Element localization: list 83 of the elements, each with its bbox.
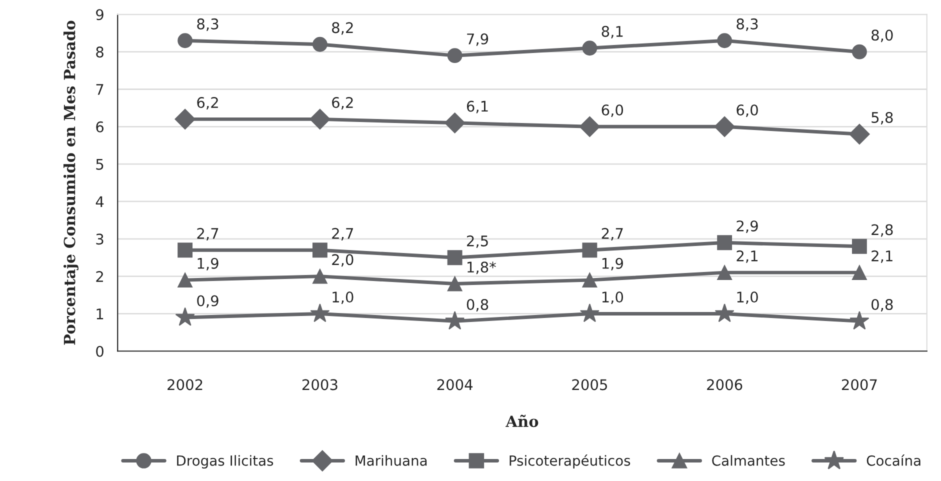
y-tick-label: 5 <box>96 158 104 170</box>
point <box>852 238 867 254</box>
data-label: 6,2 <box>332 96 353 110</box>
x-tick-label: 2004 <box>437 379 473 390</box>
data-label: 2,9 <box>736 220 758 233</box>
point <box>312 36 328 52</box>
point <box>174 108 196 130</box>
data-label: 1,0 <box>602 292 624 304</box>
x-axis-title: Año <box>506 414 538 428</box>
x-tick-label: 2002 <box>168 379 202 390</box>
point <box>582 242 598 258</box>
point <box>444 112 466 134</box>
data-label: 2,7 <box>197 228 218 240</box>
point <box>175 307 195 326</box>
data-label: 2,7 <box>332 228 353 240</box>
data-label: 8,3 <box>197 18 218 31</box>
point <box>850 310 870 330</box>
data-label: 2,1 <box>736 250 758 263</box>
data-label: 6,2 <box>197 96 218 110</box>
y-tick-label: 0 <box>96 346 104 357</box>
point <box>717 33 732 48</box>
point <box>310 108 330 130</box>
legend-label: Cocaína <box>866 454 920 466</box>
data-label: 0,8 <box>466 299 488 312</box>
point <box>447 276 462 292</box>
point <box>312 268 328 284</box>
point <box>178 33 193 48</box>
point <box>714 303 734 322</box>
y-tick-label: 3 <box>96 234 104 245</box>
data-label: 0,8 <box>872 299 893 312</box>
point <box>717 235 732 250</box>
point <box>849 124 870 144</box>
x-tick-label: 2006 <box>707 379 742 390</box>
legend-label: Marihuana <box>356 455 427 466</box>
point <box>717 265 732 280</box>
y-axis-title: Porcentaje Consumido en Mes Pasado <box>63 20 78 345</box>
data-label: 1,8* <box>468 262 496 274</box>
legend-label: Drogas Ilicitas <box>177 455 274 469</box>
data-label: 1,0 <box>737 292 758 304</box>
point <box>178 272 193 288</box>
legend-label: Calmantes <box>712 455 785 466</box>
point <box>445 310 465 330</box>
point <box>178 242 193 258</box>
data-label: 8,0 <box>872 30 893 42</box>
y-tick-label: 2 <box>96 271 103 282</box>
point <box>580 303 600 322</box>
data-label: 1,9 <box>602 258 623 270</box>
data-label: 7,9 <box>467 33 488 46</box>
point <box>714 116 735 138</box>
point <box>852 265 867 280</box>
data-label: 2,1 <box>872 250 892 263</box>
data-label: 1,9 <box>198 258 218 270</box>
point <box>447 48 462 64</box>
data-label: 8,3 <box>736 18 758 31</box>
data-label: 8,1 <box>602 26 623 38</box>
y-tick-label: 9 <box>96 9 104 20</box>
data-label: 1,0 <box>332 292 354 304</box>
data-label: 6,1 <box>466 100 488 114</box>
x-tick-label: 2003 <box>302 379 338 390</box>
point <box>310 303 330 322</box>
point <box>582 40 598 56</box>
data-label: 6,0 <box>602 104 624 117</box>
point <box>447 250 462 266</box>
data-label: 5,8 <box>872 112 893 124</box>
point <box>312 242 328 258</box>
legend-label: Psicoterapéuticos <box>510 454 630 469</box>
point <box>852 44 867 60</box>
data-label: 2,5 <box>466 235 488 248</box>
data-label: 2,8 <box>872 224 893 237</box>
y-tick-label: 6 <box>96 121 104 132</box>
point <box>582 272 598 288</box>
data-label: 6,0 <box>736 104 758 117</box>
data-label: 0,9 <box>197 295 218 308</box>
y-tick-label: 7 <box>96 84 104 95</box>
point <box>579 116 600 138</box>
y-tick-label: 1 <box>96 308 104 320</box>
x-tick-label: 2005 <box>572 379 607 390</box>
data-label: 2,0 <box>332 254 354 267</box>
data-label: 8,2 <box>332 22 353 35</box>
x-tick-label: 2007 <box>842 379 877 390</box>
data-label: 2,7 <box>602 228 623 240</box>
y-tick-label: 4 <box>96 196 104 208</box>
y-tick-label: 8 <box>96 46 104 58</box>
